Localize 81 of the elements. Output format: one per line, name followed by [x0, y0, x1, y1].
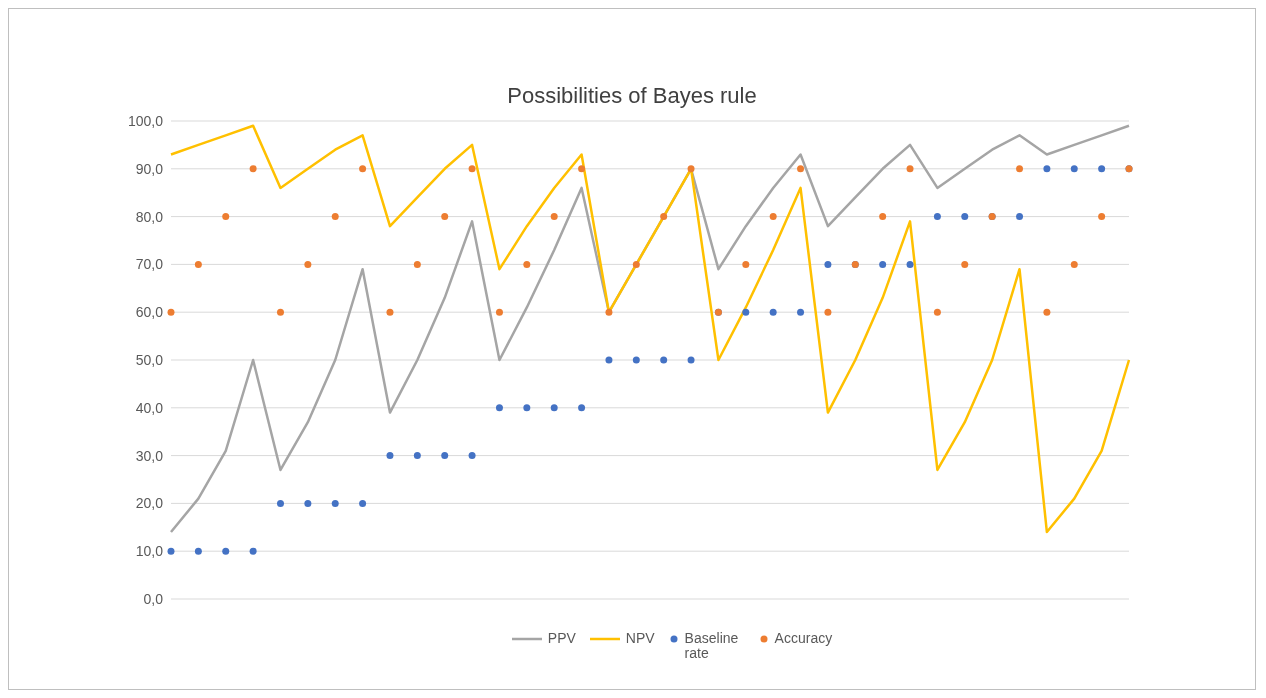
point: [276, 308, 284, 316]
point: [495, 404, 503, 412]
point: [797, 165, 805, 173]
point: [331, 213, 339, 221]
point: [742, 308, 750, 316]
point: [304, 260, 312, 268]
y-tick-label: 30,0: [135, 447, 164, 464]
y-tick-label: 70,0: [135, 256, 164, 273]
point: [222, 213, 230, 221]
point: [386, 308, 394, 316]
point: [249, 547, 257, 555]
point: [441, 213, 449, 221]
point: [1098, 165, 1106, 173]
point: [194, 260, 202, 268]
point: [797, 308, 805, 316]
point: [879, 260, 887, 268]
point: [769, 213, 777, 221]
point: [1070, 260, 1078, 268]
point: [660, 356, 668, 364]
y-tick-label: 50,0: [135, 351, 164, 368]
point: [906, 165, 914, 173]
point: [331, 499, 339, 507]
point: [1043, 165, 1051, 173]
point: [194, 547, 202, 555]
y-tick-label: 20,0: [135, 495, 164, 512]
point: [359, 165, 367, 173]
y-tick-label: 80,0: [135, 208, 164, 225]
point: [441, 452, 449, 460]
point: [413, 260, 421, 268]
point: [1070, 165, 1078, 173]
point: [523, 404, 531, 412]
point: [359, 499, 367, 507]
point: [933, 308, 941, 316]
y-tick-label: 100,0: [127, 112, 164, 129]
point: [1098, 213, 1106, 221]
point: [413, 452, 421, 460]
point: [167, 547, 175, 555]
y-tick-label: 10,0: [135, 543, 164, 560]
point: [906, 260, 914, 268]
point: [742, 260, 750, 268]
point: [249, 165, 257, 173]
point: [1016, 213, 1024, 221]
point: [468, 165, 476, 173]
point: [687, 356, 695, 364]
chart-title: Possibilities of Bayes rule: [506, 83, 758, 109]
legend-label: Baseline rate: [684, 630, 740, 661]
point: [468, 452, 476, 460]
y-tick-label: 0,0: [143, 590, 164, 607]
point: [167, 308, 175, 316]
point: [933, 213, 941, 221]
point: [824, 308, 832, 316]
point: [495, 308, 503, 316]
point: [687, 165, 695, 173]
point: [222, 547, 230, 555]
point: [386, 452, 394, 460]
point: [578, 165, 586, 173]
point: [961, 260, 969, 268]
point: [824, 260, 832, 268]
point: [1043, 308, 1051, 316]
point: [632, 356, 640, 364]
point: [961, 213, 969, 221]
point: [1016, 165, 1024, 173]
point: [523, 260, 531, 268]
point: [578, 404, 586, 412]
point: [304, 499, 312, 507]
point: [660, 213, 668, 221]
legend-label: Accuracy: [774, 630, 833, 646]
point: [550, 404, 558, 412]
y-tick-label: 60,0: [135, 304, 164, 321]
point: [276, 499, 284, 507]
legend-label: NPV: [625, 630, 655, 646]
point: [605, 308, 613, 316]
point: [605, 356, 613, 364]
point: [550, 213, 558, 221]
point: [769, 308, 777, 316]
legend-label: PPV: [547, 630, 576, 646]
line-series: [169, 124, 1131, 534]
point: [632, 260, 640, 268]
y-tick-label: 90,0: [135, 160, 164, 177]
point: [879, 213, 887, 221]
y-tick-label: 40,0: [135, 399, 164, 416]
